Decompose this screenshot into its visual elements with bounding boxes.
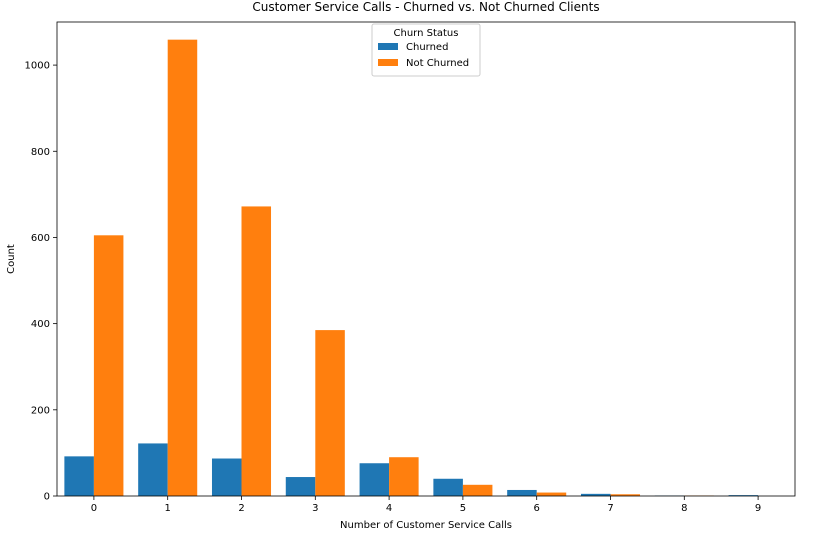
bar-not-churned-6 [536, 492, 567, 496]
bar-not-churned-3 [315, 330, 345, 496]
bar-not-churned-4 [389, 457, 419, 496]
y-tick-label: 200 [31, 405, 50, 416]
legend: Churn Status Churned Not Churned [371, 23, 481, 77]
bar-churned-7 [580, 493, 611, 496]
y-tick-label: 600 [31, 233, 50, 244]
y-axis-title: Count [6, 244, 17, 274]
bars-layer [64, 39, 759, 497]
bar-not-churned-7 [610, 494, 641, 496]
bar-churned-9 [728, 495, 759, 496]
x-tick-label: 6 [534, 503, 540, 514]
legend-swatch-churned [378, 43, 398, 50]
x-tick-label: 2 [238, 503, 244, 514]
bar-churned-6 [507, 489, 537, 496]
legend-swatch-not-churned [378, 59, 398, 66]
legend-title: Churn Status [394, 28, 459, 39]
bar-not-churned-1 [167, 39, 198, 497]
x-tick-label: 8 [681, 503, 687, 514]
y-tick-label: 1000 [25, 61, 50, 72]
bar-not-churned-0 [93, 235, 124, 497]
x-tick-label: 3 [312, 503, 318, 514]
bar-churned-0 [64, 456, 94, 496]
x-tick-label: 0 [91, 503, 97, 514]
legend-label-churned: Churned [406, 42, 448, 53]
legend-box [371, 23, 481, 77]
y-tick-label: 800 [31, 147, 50, 158]
plot-frame [56, 21, 796, 497]
legend-items: Churned Not Churned [378, 42, 469, 69]
x-tick-label: 4 [386, 503, 392, 514]
axes-layer: 0 200 400 600 800 1000 0 1 2 3 4 5 6 7 8 9 [25, 21, 796, 514]
bar-churned-3 [285, 477, 316, 496]
bar-churned-2 [211, 458, 242, 496]
x-tick-label: 7 [607, 503, 613, 514]
bar-not-churned-2 [241, 206, 272, 497]
bar-churned-1 [138, 443, 168, 496]
bar-not-churned-5 [462, 484, 493, 496]
y-tick-label: 400 [31, 319, 50, 330]
bar-churned-4 [359, 463, 390, 496]
x-tick-label: 9 [755, 503, 761, 514]
legend-label-not-churned: Not Churned [406, 58, 469, 69]
y-tick-label: 0 [44, 492, 50, 503]
x-tick-label: 1 [165, 503, 171, 514]
x-tick-label: 5 [460, 503, 466, 514]
bar-churned-5 [433, 478, 463, 496]
chart-title: Customer Service Calls - Churned vs. Not… [252, 0, 599, 14]
x-axis-title: Number of Customer Service Calls [340, 520, 512, 531]
